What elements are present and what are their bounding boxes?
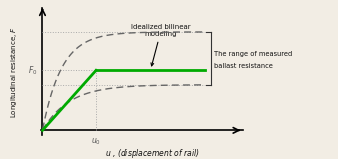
Text: Idealized bilinear
modeling: Idealized bilinear modeling [131,24,191,66]
Text: $F_0$: $F_0$ [28,64,38,77]
Text: Longitudinal resistance, $F$: Longitudinal resistance, $F$ [9,25,19,118]
Text: $u_0$: $u_0$ [91,137,101,147]
Text: $u$ , (displacement of rail): $u$ , (displacement of rail) [105,147,199,159]
Text: The range of measured: The range of measured [214,51,292,57]
Text: ballast resistance: ballast resistance [214,63,272,69]
